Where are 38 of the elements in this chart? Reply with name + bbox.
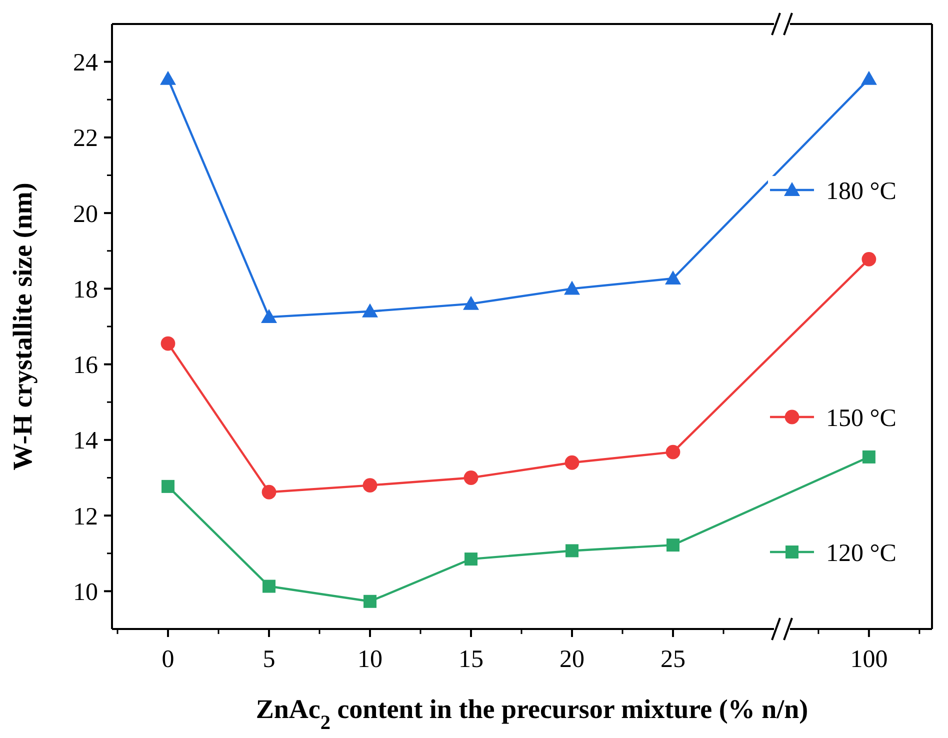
x-tick-label: 10 — [358, 646, 382, 673]
point — [566, 544, 578, 558]
point — [464, 470, 478, 485]
point — [666, 538, 680, 552]
y-axis-title: W-H crystallite size (nm) — [7, 182, 38, 470]
point — [564, 455, 580, 470]
point — [362, 478, 378, 493]
legend-label: 180 °C — [826, 178, 896, 205]
point — [362, 303, 378, 318]
x-tick-label: 100 — [850, 646, 888, 673]
y-tick-label: 18 — [73, 276, 98, 304]
x-tick-label: 0 — [162, 646, 174, 673]
point — [262, 484, 276, 500]
y-tick-label: 12 — [73, 503, 98, 530]
x-axis-title: ZnAc$_{2}$ content in the precursor mixture (% n/n) — [256, 694, 808, 734]
point — [262, 580, 276, 593]
y-tick-label: 22 — [73, 125, 98, 152]
point — [464, 552, 478, 566]
y-tick-label: 24 — [73, 50, 98, 77]
y-tick-label: 14 — [73, 428, 98, 455]
point — [463, 296, 479, 310]
point — [665, 270, 681, 284]
y-tick-label: 20 — [73, 200, 98, 228]
legend-label: 150 °C — [826, 404, 896, 432]
x-tick-label: 5 — [262, 646, 276, 673]
x-tick-label: 15 — [458, 646, 484, 673]
x-tick-label: 25 — [660, 646, 686, 673]
y-tick-label: 10 — [73, 578, 98, 606]
point — [666, 444, 680, 460]
point — [261, 309, 277, 324]
legend-label: 120 °C — [826, 540, 896, 567]
point — [364, 594, 376, 608]
point — [564, 280, 580, 295]
point — [160, 336, 176, 351]
x-tick-label: 20 — [560, 646, 584, 673]
y-tick-label: 16 — [73, 352, 98, 380]
point — [160, 70, 176, 85]
point — [162, 480, 174, 493]
